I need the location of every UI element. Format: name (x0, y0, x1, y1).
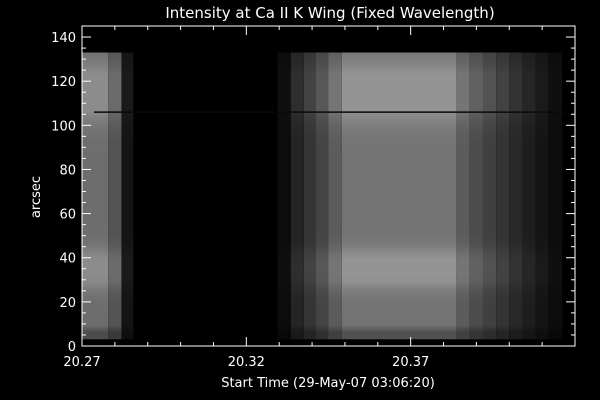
intensity-column (290, 52, 305, 340)
y-tick-label: 20 (59, 296, 76, 311)
y-tick-label: 120 (51, 75, 76, 90)
x-tick-label: 20.37 (392, 355, 429, 370)
y-tick-label: 140 (51, 31, 76, 46)
intensity-column (522, 52, 537, 340)
y-axis-label: arcsec (29, 176, 44, 218)
x-axis: 20.27 20.32 20.37 (63, 26, 576, 370)
y-tick-label: 100 (51, 119, 76, 134)
intensity-column (328, 52, 343, 340)
intensity-column (108, 52, 122, 340)
intensity-column (456, 52, 471, 340)
intensity-column (496, 52, 510, 340)
intensity-column (303, 52, 316, 340)
plot-frame (81, 25, 576, 347)
intensity-column (121, 52, 134, 340)
chart-title: Intensity at Ca II K Wing (Fixed Wavelen… (165, 4, 494, 22)
intensity-column (82, 52, 109, 340)
intensity-column (469, 52, 484, 340)
y-tick-label: 40 (59, 252, 76, 267)
intensity-column (277, 52, 292, 340)
heatmap-area (82, 52, 567, 340)
intensity-column (341, 52, 458, 340)
intensity-column (315, 52, 329, 340)
intensity-column (535, 52, 550, 340)
y-tick-label: 0 (68, 340, 76, 355)
x-tick-label: 20.27 (63, 355, 100, 370)
intensity-column (548, 52, 563, 340)
intensity-column (482, 52, 497, 340)
x-tick-label: 20.32 (228, 355, 265, 370)
x-axis-label: Start Time (29-May-07 03:06:20) (221, 376, 435, 391)
y-tick-label: 60 (59, 208, 76, 223)
y-tick-label: 80 (59, 163, 76, 178)
y-axis: 0 20 40 60 80 100 120 140 (51, 25, 575, 355)
intensity-column (509, 52, 523, 340)
